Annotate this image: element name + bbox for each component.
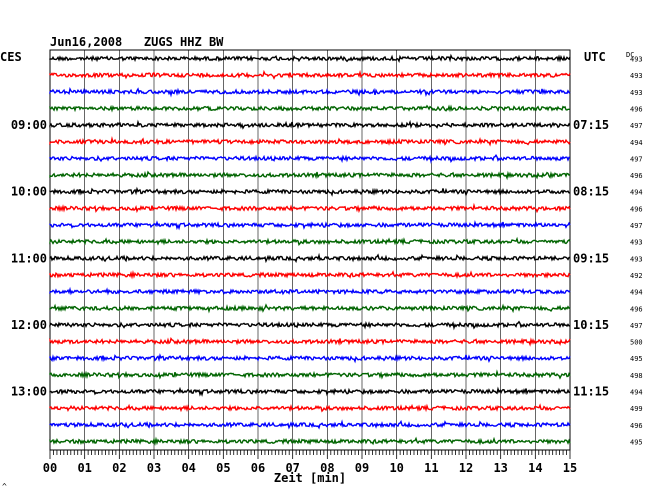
trace-5 bbox=[49, 119, 571, 130]
left-hour-label-2: 11:00 bbox=[11, 251, 47, 265]
dc-value-20: 498 bbox=[630, 372, 643, 380]
trace-13 bbox=[49, 252, 571, 264]
trace-16 bbox=[49, 303, 571, 314]
dc-value-19: 495 bbox=[630, 355, 643, 363]
trace-20 bbox=[49, 369, 571, 380]
trace-15 bbox=[49, 286, 571, 296]
trace-21 bbox=[49, 386, 571, 397]
plot-frame bbox=[49, 49, 571, 451]
trace-12 bbox=[49, 236, 571, 246]
x-tick-label-08: 08 bbox=[320, 461, 334, 475]
dc-value-4: 496 bbox=[630, 105, 643, 113]
trace-17 bbox=[49, 320, 571, 331]
x-tick-label-00: 00 bbox=[43, 461, 57, 475]
trace-7 bbox=[49, 153, 571, 164]
dc-value-22: 499 bbox=[630, 405, 643, 413]
dc-value-8: 496 bbox=[630, 172, 643, 180]
left-hour-label-4: 13:00 bbox=[11, 385, 47, 399]
left-hour-label-1: 10:00 bbox=[11, 185, 47, 199]
x-tick-label-13: 13 bbox=[493, 461, 507, 475]
dc-value-12: 493 bbox=[630, 239, 643, 247]
trace-19 bbox=[49, 353, 571, 364]
trace-6 bbox=[49, 135, 571, 147]
left-hour-label-0: 09:00 bbox=[11, 118, 47, 132]
x-tick-label-07: 07 bbox=[285, 461, 299, 475]
x-tick-label-04: 04 bbox=[181, 461, 195, 475]
x-axis-label: Zeit [min] bbox=[274, 471, 346, 485]
dc-header-label: DC bbox=[626, 51, 634, 59]
trace-8 bbox=[49, 170, 571, 181]
dc-value-17: 497 bbox=[630, 322, 643, 330]
dc-value-10: 496 bbox=[630, 205, 643, 213]
dc-value-5: 497 bbox=[630, 122, 643, 130]
x-tick-label-09: 09 bbox=[355, 461, 369, 475]
trace-group bbox=[49, 53, 571, 446]
x-tick-label-02: 02 bbox=[112, 461, 126, 475]
dc-value-11: 497 bbox=[630, 222, 643, 230]
trace-14 bbox=[49, 270, 571, 280]
right-hour-label-4: 11:15 bbox=[573, 385, 609, 399]
x-tick-label-12: 12 bbox=[459, 461, 473, 475]
label-group: 09:00 10:00 11:00 12:00 13:00 07:15 08:15 09:15… bbox=[11, 56, 643, 447]
dc-value-6: 494 bbox=[630, 139, 643, 147]
x-tick-label-10: 10 bbox=[389, 461, 403, 475]
dc-value-1: 493 bbox=[630, 56, 643, 64]
dc-value-15: 494 bbox=[630, 289, 643, 297]
dc-value-13: 493 bbox=[630, 255, 643, 263]
footnote-mark: ^ bbox=[2, 482, 7, 491]
trace-9 bbox=[49, 186, 571, 197]
x-tick-label-06: 06 bbox=[251, 461, 265, 475]
dc-value-7: 497 bbox=[630, 155, 643, 163]
dc-value-18: 500 bbox=[630, 339, 643, 347]
trace-1 bbox=[49, 53, 571, 64]
x-tick-label-05: 05 bbox=[216, 461, 230, 475]
x-tick-label-11: 11 bbox=[424, 461, 438, 475]
trace-10 bbox=[49, 202, 571, 214]
trace-4 bbox=[49, 104, 571, 113]
trace-18 bbox=[49, 336, 571, 347]
left-time-zone-label: CES bbox=[0, 50, 22, 64]
trace-22 bbox=[49, 403, 571, 413]
right-hour-label-1: 08:15 bbox=[573, 185, 609, 199]
chart-title: Jun16,2008 ZUGS HHZ BW bbox=[50, 35, 224, 49]
left-hour-label-3: 12:00 bbox=[11, 318, 47, 332]
dc-value-9: 494 bbox=[630, 189, 643, 197]
dc-value-3: 493 bbox=[630, 89, 643, 97]
x-tick-label-01: 01 bbox=[77, 461, 91, 475]
x-tick-label-15: 15 bbox=[563, 461, 577, 475]
dc-value-16: 496 bbox=[630, 305, 643, 313]
trace-2 bbox=[49, 69, 571, 80]
x-axis: 00 01 02 03 04 05 06 07 08 09 10 11 12 13 14 15 bbox=[43, 449, 577, 475]
right-hour-label-3: 10:15 bbox=[573, 318, 609, 332]
x-tick-label-03: 03 bbox=[147, 461, 161, 475]
trace-23 bbox=[49, 419, 571, 430]
dc-value-14: 492 bbox=[630, 272, 643, 280]
dc-value-24: 495 bbox=[630, 438, 643, 446]
dc-value-21: 494 bbox=[630, 389, 643, 397]
right-time-zone-label: UTC bbox=[584, 50, 606, 64]
dc-value-2: 493 bbox=[630, 72, 643, 80]
x-tick-label-14: 14 bbox=[528, 461, 542, 475]
trace-11 bbox=[49, 219, 571, 231]
trace-24 bbox=[49, 436, 571, 446]
minute-grid bbox=[84, 50, 536, 450]
trace-3 bbox=[49, 86, 571, 98]
right-hour-label-0: 07:15 bbox=[573, 118, 609, 132]
dc-value-23: 496 bbox=[630, 422, 643, 430]
right-hour-label-2: 09:15 bbox=[573, 251, 609, 265]
